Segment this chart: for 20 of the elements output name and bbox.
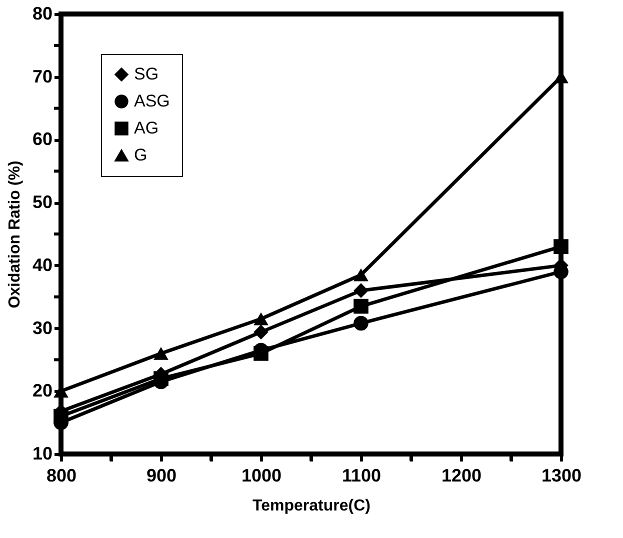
x-tick-label: 1100 — [342, 466, 382, 486]
legend-label: ASG — [134, 92, 170, 110]
legend-label: AG — [134, 118, 159, 138]
legend-label: SG — [134, 64, 159, 84]
y-tick-label: 80 — [32, 4, 52, 24]
x-tick-label: 800 — [46, 466, 77, 486]
x-tick-label: 1000 — [241, 466, 282, 486]
y-tick-label: 50 — [32, 192, 52, 212]
y-tick-label: 40 — [32, 254, 52, 275]
x-tick-label: 1200 — [441, 466, 482, 486]
legend-label: G — [134, 146, 148, 164]
y-tick-label: 10 — [32, 444, 52, 464]
y-axis-title: Oxidation Ratio (%) — [6, 160, 24, 308]
y-tick-label: 60 — [32, 129, 52, 150]
x-tick-label: 1300 — [541, 466, 582, 486]
y-tick-label: 70 — [32, 66, 52, 86]
x-tick-label: 900 — [146, 466, 177, 486]
x-axis-title: Temperature(C) — [252, 498, 370, 514]
y-tick-label: 20 — [32, 380, 52, 401]
y-tick-label: 30 — [32, 318, 52, 338]
